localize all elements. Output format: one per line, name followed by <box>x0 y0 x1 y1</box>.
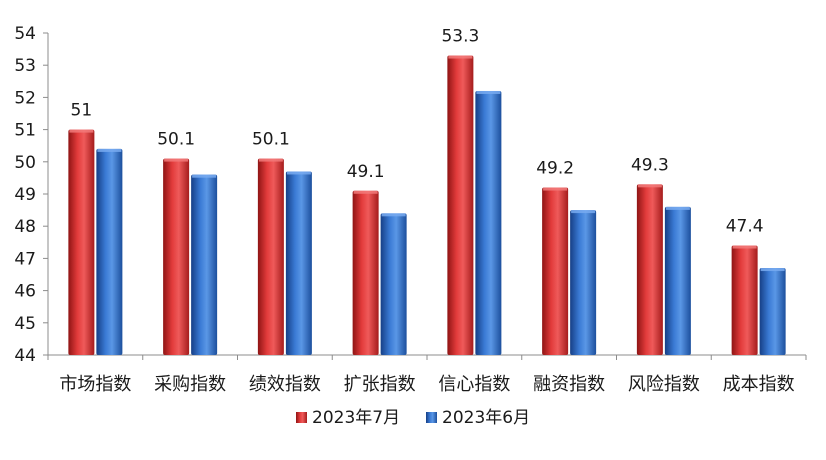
legend-swatch-jul <box>296 412 307 423</box>
data-label: 50.1 <box>157 130 195 150</box>
y-tick-label: 49 <box>14 185 36 205</box>
bar-cap-highlight <box>760 268 785 272</box>
y-tick-label: 50 <box>14 153 36 173</box>
x-tick-label: 市场指数 <box>59 374 131 395</box>
bar-jun <box>191 174 218 355</box>
legend: 2023年7月 2023年6月 <box>296 408 530 428</box>
bar-jul <box>447 55 474 355</box>
axes: 44 45 46 47 48 49 50 51 52 53 54 市场指数 采购指数 绩效指数 扩张指数 信心… <box>14 24 807 395</box>
y-tick-label: 51 <box>14 121 36 141</box>
x-tick-label: 风险指数 <box>628 374 700 395</box>
bar-cap-highlight <box>353 190 378 194</box>
bar-cap-highlight <box>192 174 217 178</box>
data-label: 49.1 <box>347 162 385 182</box>
bar-jun <box>475 90 502 356</box>
x-tick-label: 扩张指数 <box>344 374 416 395</box>
bar-jul <box>731 245 758 355</box>
y-tick-label: 44 <box>14 346 36 366</box>
bar-cap-highlight <box>286 171 311 175</box>
bar-cap-highlight <box>258 158 283 162</box>
bar-jul <box>352 190 379 355</box>
bar-jul <box>636 184 663 355</box>
data-labels: 51 50.1 50.1 49.1 53.3 49.2 49.3 47.4 <box>71 27 764 237</box>
bar-jun <box>570 210 597 355</box>
bar-jun <box>759 268 786 355</box>
data-label: 49.2 <box>536 159 574 179</box>
bars <box>68 55 786 356</box>
bar-cap-highlight <box>543 187 568 191</box>
data-label: 47.4 <box>726 217 764 237</box>
x-tick-label: 采购指数 <box>154 374 226 395</box>
data-label: 50.1 <box>252 130 290 150</box>
bar-jul <box>542 187 569 355</box>
data-label: 51 <box>71 101 93 121</box>
bar-cap-highlight <box>164 158 189 162</box>
bar-cap-highlight <box>97 148 122 152</box>
bar-jun <box>664 206 691 355</box>
y-tick-label: 48 <box>14 217 36 237</box>
bar-cap-highlight <box>381 213 406 217</box>
x-tick-label: 信心指数 <box>438 374 510 395</box>
x-tick-label: 绩效指数 <box>249 374 321 395</box>
x-tick-label: 融资指数 <box>533 374 605 395</box>
y-tick-label: 46 <box>14 282 36 302</box>
x-tick-label: 成本指数 <box>723 374 795 395</box>
bar-cap-highlight <box>665 206 690 210</box>
bar-cap-highlight <box>732 245 757 249</box>
y-tick-label: 45 <box>14 314 36 334</box>
bar-jun <box>285 171 312 355</box>
bar-jul <box>68 129 95 355</box>
data-label: 49.3 <box>631 155 669 175</box>
bar-jun <box>380 213 407 355</box>
legend-label: 2023年7月 <box>312 408 400 428</box>
bar-cap-highlight <box>448 55 473 59</box>
legend-swatch-jun <box>426 412 437 423</box>
y-tick-label: 53 <box>14 56 36 76</box>
legend-label: 2023年6月 <box>442 408 530 428</box>
bar-cap-highlight <box>571 210 596 214</box>
data-label: 53.3 <box>441 27 479 47</box>
bar-cap-highlight <box>637 184 662 188</box>
y-tick-label: 47 <box>14 249 36 269</box>
bar-cap-highlight <box>69 129 94 133</box>
y-tick-label: 54 <box>14 24 36 44</box>
bar-cap-highlight <box>476 90 501 94</box>
bar-jun <box>96 148 123 355</box>
y-tick-label: 52 <box>14 88 36 108</box>
bar-jul <box>257 158 284 355</box>
bar-jul <box>163 158 190 355</box>
